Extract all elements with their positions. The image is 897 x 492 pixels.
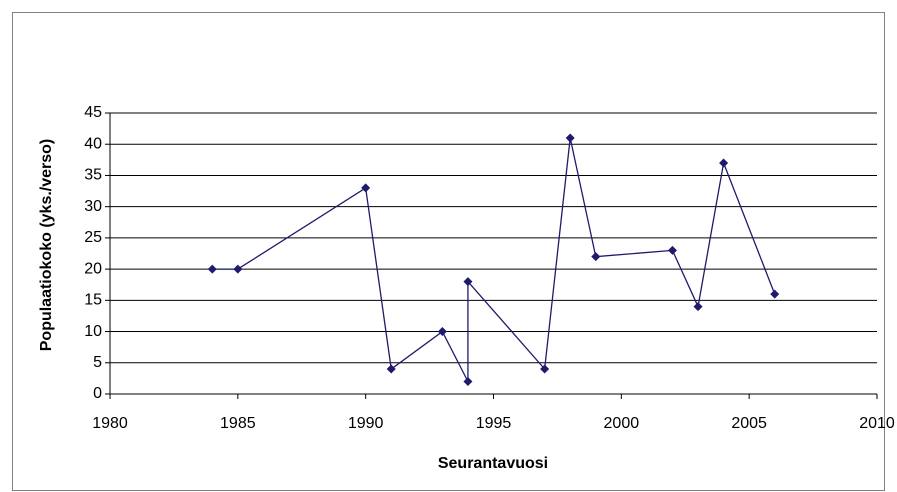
data-point xyxy=(591,252,601,262)
x-axis-title: Seurantavuosi xyxy=(438,455,548,472)
data-point xyxy=(437,327,447,337)
data-point xyxy=(565,133,575,143)
data-point xyxy=(693,302,703,312)
data-point xyxy=(361,183,371,193)
x-tick-label: 1990 xyxy=(348,415,384,432)
x-tick-label: 1995 xyxy=(476,415,512,432)
data-point xyxy=(207,264,217,274)
x-tick-label: 2005 xyxy=(731,415,767,432)
y-axis-title: Populaatiokoko (yks./verso) xyxy=(38,139,55,352)
y-tick-label: 10 xyxy=(84,323,102,340)
y-tick-label: 45 xyxy=(84,104,102,121)
y-tick-label: 15 xyxy=(84,292,102,309)
x-tick-label: 1985 xyxy=(220,415,256,432)
y-tick-label: 30 xyxy=(84,198,102,215)
x-tick-label: 2000 xyxy=(604,415,640,432)
data-line xyxy=(212,137,776,382)
x-tick-label: 2010 xyxy=(859,415,895,432)
y-tick-label: 35 xyxy=(84,167,102,184)
data-point xyxy=(540,364,550,374)
data-point xyxy=(667,245,677,255)
x-tick-label: 1980 xyxy=(92,415,128,432)
y-tick-label: 20 xyxy=(84,260,102,277)
data-point xyxy=(463,377,473,387)
data-point xyxy=(233,264,243,274)
data-point xyxy=(719,158,729,168)
data-point xyxy=(463,277,473,287)
y-tick-label: 25 xyxy=(84,229,102,246)
data-point xyxy=(770,289,780,299)
y-tick-label: 0 xyxy=(93,385,102,402)
y-tick-label: 40 xyxy=(84,135,102,152)
chart-frame xyxy=(12,12,885,491)
y-tick-label: 5 xyxy=(93,354,102,371)
data-point xyxy=(386,364,396,374)
